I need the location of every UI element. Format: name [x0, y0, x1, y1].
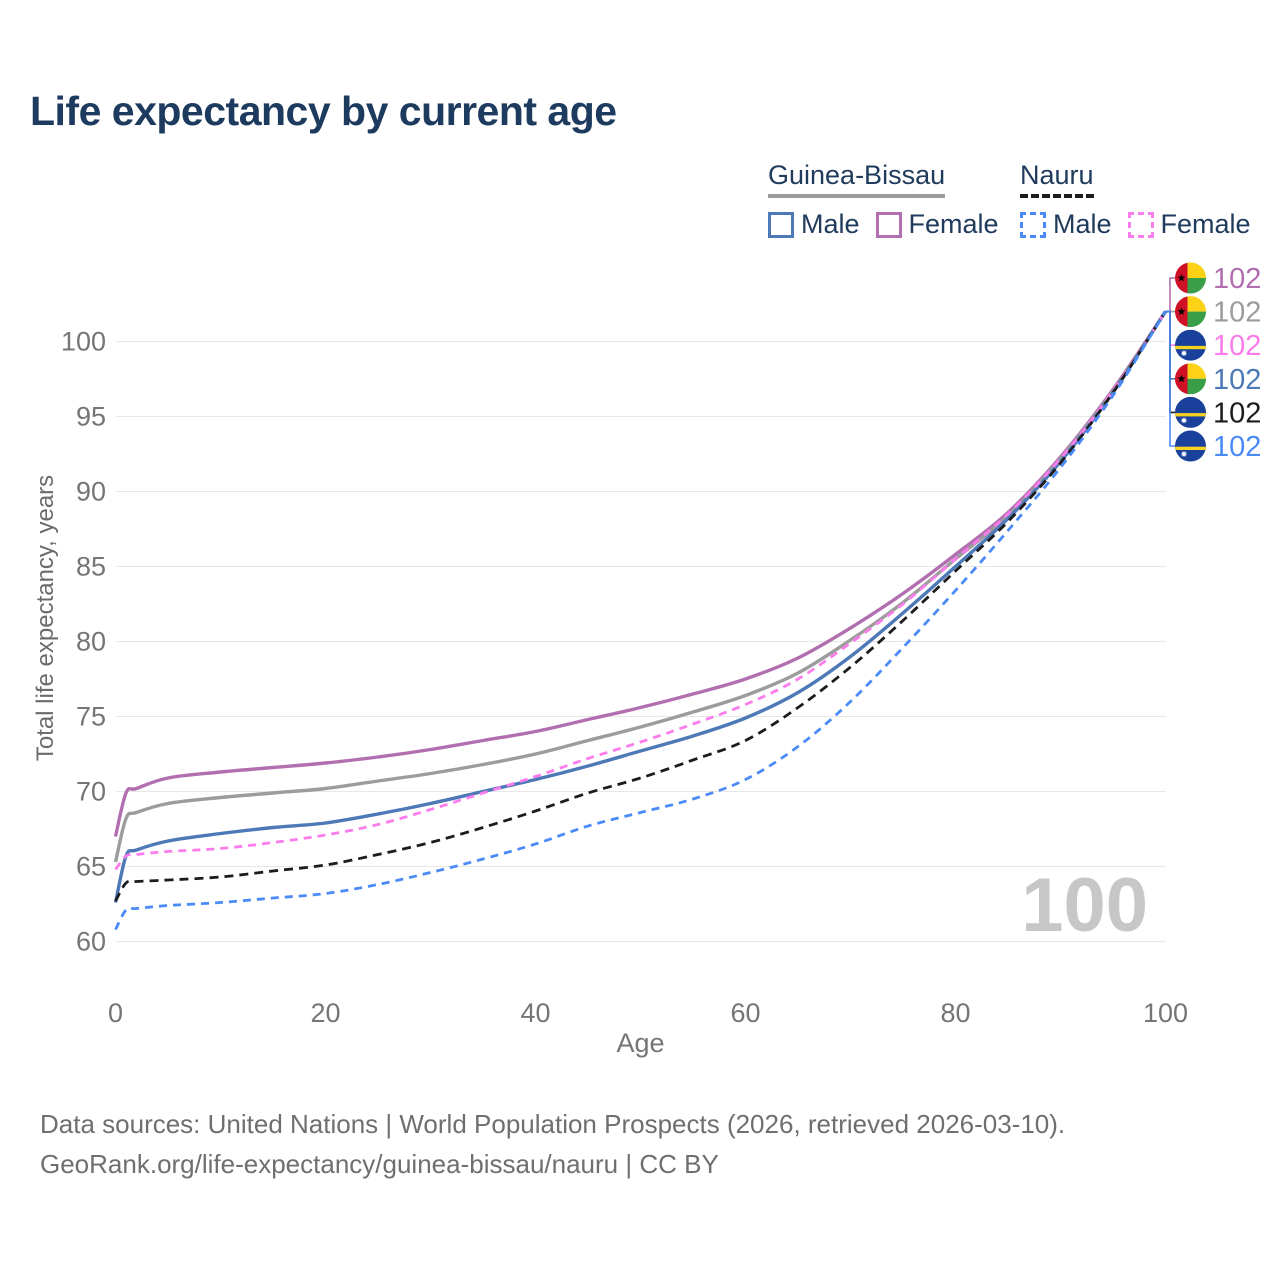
end-value-label: 102 [1213, 330, 1261, 362]
legend-swatch-nauru-female-icon [1127, 211, 1154, 238]
end-label-connector [1165, 277, 1175, 313]
x-tick-label: 80 [940, 998, 970, 1028]
y-tick-label: 100 [61, 327, 106, 357]
y-tick-label: 60 [76, 927, 106, 957]
series-line-guinea-bissau-female [113, 310, 1167, 837]
legend-item-nauru-male[interactable]: Male [1020, 209, 1112, 240]
chart-title: Life expectancy by current age [30, 88, 617, 134]
x-tick-label: 20 [310, 998, 340, 1028]
series-line-nauru [114, 310, 1167, 902]
y-tick-label: 80 [76, 627, 106, 657]
legend-group-nauru: Nauru Male Female [1020, 160, 1267, 240]
series-line-guinea-bissau-male [113, 310, 1167, 903]
x-tick-label: 100 [1143, 998, 1188, 1028]
y-tick-label: 75 [76, 702, 106, 732]
legend-items-guinea-bissau: Male Female [768, 209, 1015, 240]
data-sources: Data sources: United Nations | World Pop… [40, 1104, 1065, 1184]
nauru-flag-icon [1175, 431, 1206, 462]
y-tick-label: 65 [76, 852, 106, 882]
legend-item-label: Female [1160, 209, 1251, 239]
age-counter: 100 [1021, 863, 1148, 948]
legend-item-label: Male [801, 209, 860, 239]
x-tick-label: 40 [520, 998, 550, 1028]
legend-item-guinea-bissau-female[interactable]: Female [875, 209, 999, 240]
end-value-label: 102 [1213, 263, 1261, 295]
y-tick-label: 90 [76, 477, 106, 507]
end-value-label: 102 [1213, 297, 1261, 329]
end-value-label: 102 [1213, 397, 1261, 429]
x-axis-title: Age [616, 1028, 664, 1058]
legend-item-label: Male [1053, 209, 1112, 239]
legend-swatch-nauru-male-icon [1020, 211, 1046, 238]
end-label-connector [1165, 310, 1175, 447]
guinea-bissau-flag-icon [1175, 363, 1206, 394]
end-value-label: 102 [1213, 431, 1261, 463]
y-tick-label: 70 [76, 777, 106, 807]
guinea-bissau-flag-icon [1175, 296, 1206, 327]
end-value-label: 102 [1213, 364, 1261, 396]
data-sources-line1: Data sources: United Nations | World Pop… [40, 1109, 1066, 1139]
legend-item-guinea-bissau-male[interactable]: Male [768, 209, 860, 240]
legend-header-nauru[interactable]: Nauru [1020, 160, 1094, 198]
x-tick-label: 60 [730, 998, 760, 1028]
series-line-nauru-male [114, 310, 1167, 931]
y-tick-label: 95 [76, 402, 106, 432]
nauru-flag-icon [1175, 397, 1206, 428]
legend-swatch-guinea-bissau-female-icon [875, 211, 902, 238]
nauru-flag-icon [1175, 330, 1206, 361]
legend-item-nauru-female[interactable]: Female [1127, 209, 1251, 240]
y-tick-label: 85 [76, 552, 106, 582]
legend-item-label: Female [908, 209, 999, 239]
x-tick-label: 0 [108, 998, 123, 1028]
guinea-bissau-flag-icon [1175, 263, 1206, 294]
data-sources-line2: GeoRank.org/life-expectancy/guinea-bissa… [40, 1149, 719, 1179]
legend-header-guinea-bissau[interactable]: Guinea-Bissau [768, 160, 946, 198]
series-line-nauru-female [114, 310, 1167, 871]
legend-group-guinea-bissau: Guinea-Bissau Male Female [768, 160, 1015, 240]
legend-swatch-guinea-bissau-male-icon [768, 211, 794, 238]
legend-items-nauru: Male Female [1020, 209, 1267, 240]
